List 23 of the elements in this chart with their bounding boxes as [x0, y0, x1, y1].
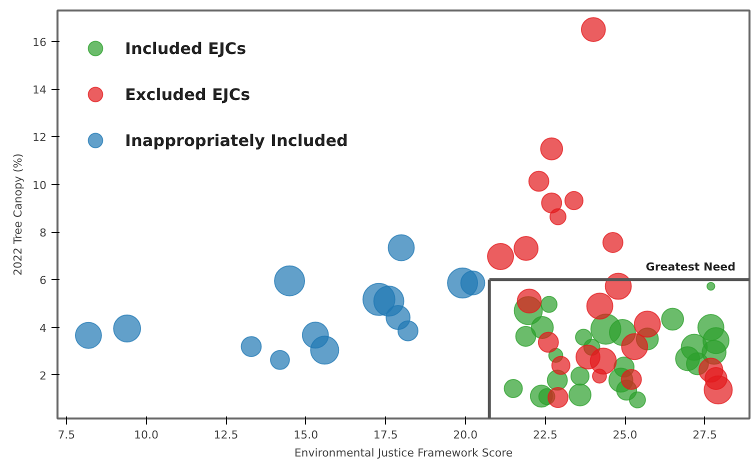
x-tick-label: 27.5 — [692, 428, 718, 442]
x-axis-title: Environmental Justice Framework Score — [294, 446, 513, 460]
x-tick-label: 15.0 — [294, 428, 318, 442]
y-tick-label: 8 — [40, 226, 46, 240]
y-axis-title: 2022 Tree Canopy (%) — [12, 153, 25, 276]
x-tick-label: 20.0 — [453, 428, 478, 442]
y-tick-label: 2 — [40, 369, 46, 382]
x-tick-label: 7.5 — [58, 428, 76, 442]
x-tick-label: 10.0 — [134, 428, 158, 442]
legend-label: Excluded EJCs — [125, 84, 250, 104]
x-tick-label: 25.0 — [612, 428, 638, 442]
y-tick-label: 10 — [32, 178, 47, 192]
legend-label: Included EJCs — [125, 38, 246, 58]
y-tick-label: 12 — [32, 131, 47, 144]
ref-line-label: Greatest Need — [646, 260, 736, 274]
x-tick-label: 17.5 — [373, 428, 398, 442]
y-tick-label: 6 — [40, 274, 46, 288]
x-tick-label: 22.5 — [532, 428, 558, 442]
y-tick-label: 16 — [32, 36, 47, 49]
y-tick-label: 4 — [40, 322, 46, 335]
y-tick-label: 14 — [32, 84, 47, 97]
x-tick-label: 12.5 — [214, 428, 238, 442]
legend-label: Inappropriately Included — [125, 130, 348, 150]
